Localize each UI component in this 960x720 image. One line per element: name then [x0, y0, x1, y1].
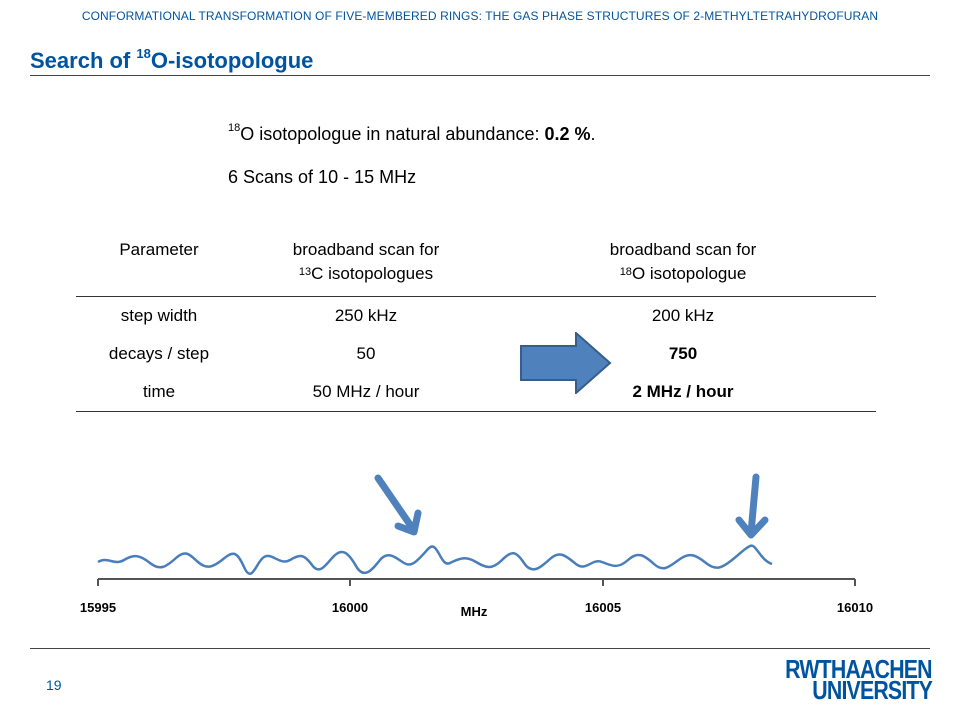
row-o18-value: 200 kHz — [651, 306, 715, 325]
abundance-superscript: 18 — [228, 122, 241, 134]
right-arrow-icon — [520, 332, 612, 394]
header-parameter: Parameter — [119, 240, 199, 259]
header-13c-sup: 13 — [298, 266, 312, 278]
table-row: decays / step 50 750 — [76, 335, 876, 373]
title-superscript: 18 — [136, 46, 151, 61]
spectrum-trace — [97, 544, 773, 575]
header-title: CONFORMATIONAL TRANSFORMATION OF FIVE-ME… — [81, 9, 879, 23]
table-row: time 50 MHz / hour 2 MHz / hour — [76, 373, 876, 412]
tick-label: 15995 — [80, 600, 116, 615]
tick-label: 16005 — [585, 600, 621, 615]
scans-line: 6 Scans of 10 - 15 MHz — [228, 167, 417, 187]
title-suffix: O-isotopologue — [150, 48, 314, 73]
logo-line2: UNIVERSITY — [812, 675, 933, 705]
header-18o-line2: O isotopologue — [631, 264, 747, 283]
title-divider — [30, 75, 930, 76]
rwth-logo: RWTHAACHEN UNIVERSITY — [766, 656, 933, 705]
row-param: decays / step — [108, 344, 210, 363]
header-18o-line1: broadband scan for — [609, 240, 757, 259]
header-18o-sup: 18 — [619, 266, 632, 278]
logo-rwth: RWTH — [785, 654, 846, 684]
table-row: step width 250 kHz 200 kHz — [76, 297, 876, 336]
header-13c-scan: broadband scan for 13C isotopologues — [242, 238, 490, 297]
row-param: time — [142, 382, 176, 401]
footer-divider — [30, 648, 930, 649]
parameter-table: Parameter broadband scan for 13C isotopol… — [76, 238, 876, 412]
row-c13-value: 50 MHz / hour — [312, 382, 420, 401]
header-13c-line2: C isotopologues — [311, 264, 434, 283]
row-c13-value: 250 kHz — [334, 306, 398, 325]
down-arrow-icon — [374, 474, 422, 536]
row-o18-value: 2 MHz / hour — [632, 382, 734, 401]
down-arrow-icon — [735, 473, 769, 539]
page-number: 19 — [46, 677, 62, 693]
table-header-row: Parameter broadband scan for 13C isotopol… — [76, 238, 876, 297]
row-o18-value: 750 — [668, 344, 698, 363]
tick-label: 16000 — [332, 600, 368, 615]
title-prefix: Search of — [30, 48, 137, 73]
abundance-value: 0.2 % — [544, 124, 591, 144]
logo-line1: RWTHAACHEN — [785, 656, 932, 682]
row-c13-value: 50 — [356, 344, 376, 363]
x-axis-label: MHz — [461, 604, 488, 619]
header-18o-scan: broadband scan for 18O isotopologue — [490, 238, 876, 297]
abundance-end: . — [590, 124, 596, 144]
logo-aachen: AACHEN — [845, 654, 933, 684]
header-13c-line1: broadband scan for — [292, 240, 440, 259]
tick-label: 16010 — [837, 600, 873, 615]
page-title: Search of 18O-isotopologue — [30, 46, 314, 74]
abundance-text: O isotopologue in natural abundance: — [240, 124, 545, 144]
row-param: step width — [120, 306, 198, 325]
abundance-line: 18O isotopologue in natural abundance: 0… — [228, 122, 596, 145]
